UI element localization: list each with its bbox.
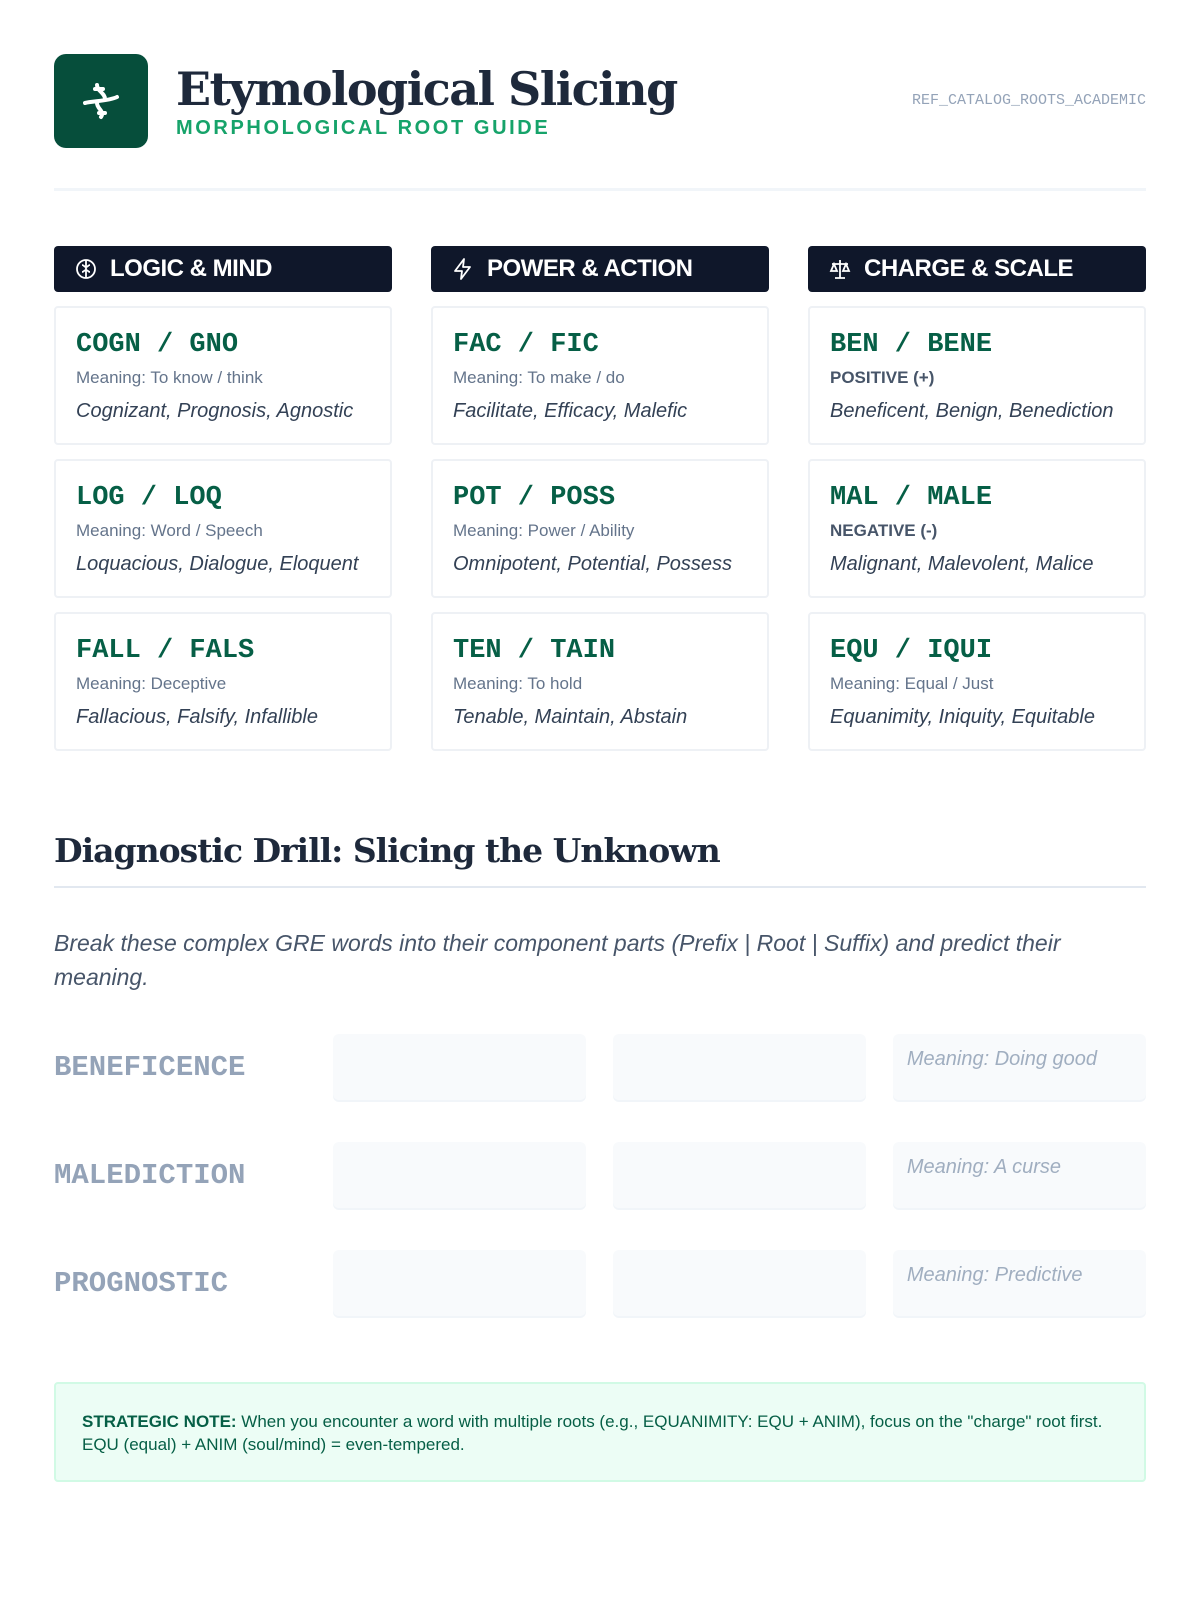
examples: Loquacious, Dialogue, Eloquent	[76, 553, 359, 575]
prefix-input[interactable]	[332, 1250, 586, 1316]
page-title: Etymological Slicing	[176, 61, 678, 116]
examples: Cognizant, Prognosis, Agnostic	[76, 400, 354, 422]
root-card: FALL / FALS Meaning: Deceptive Fallacious,…	[54, 612, 392, 751]
lightning-icon	[454, 258, 471, 280]
note-text: When you encounter a word with multiple …	[82, 1412, 1103, 1454]
root-card: COGN / GNO Meaning: To know / think Cogniz…	[54, 306, 392, 445]
column-power-action: POWER & ACTION FAC / FIC Meaning: To make…	[431, 246, 769, 751]
logo	[54, 54, 148, 148]
meaning-input[interactable]: Meaning: A curse	[892, 1142, 1146, 1208]
prefix-input[interactable]	[332, 1142, 586, 1208]
meaning: Meaning: To know / think	[76, 368, 263, 387]
root: FALL / FALS	[76, 636, 255, 666]
divider	[54, 886, 1146, 888]
root-input[interactable]	[612, 1250, 866, 1316]
root-card: FAC / FIC Meaning: To make / do Facilitate…	[431, 306, 769, 445]
strategic-note: STRATEGIC NOTE: When you encounter a wor…	[54, 1382, 1146, 1482]
column-title: LOGIC & MIND	[110, 255, 273, 282]
note-label: STRATEGIC NOTE:	[82, 1412, 237, 1431]
column-charge-scale: CHARGE & SCALE BEN / BENE POSITIVE (+) Ben…	[808, 246, 1146, 751]
page-subtitle: MORPHOLOGICAL ROOT GUIDE	[176, 116, 551, 139]
root: TEN / TAIN	[453, 636, 616, 666]
root-card: LOG / LOQ Meaning: Word / Speech Loquaciou…	[54, 459, 392, 598]
meaning: Meaning: To make / do	[453, 368, 625, 387]
page-header: Etymological Slicing MORPHOLOGICAL ROOT …	[54, 54, 1146, 148]
root-card: POT / POSS Meaning: Power / Ability Omnipo…	[431, 459, 769, 598]
divider	[54, 188, 1146, 191]
meaning: Meaning: Equal / Just	[830, 674, 994, 693]
drill-title: Diagnostic Drill: Slicing the Unknown	[54, 831, 721, 870]
examples: Equanimity, Iniquity, Equitable	[830, 706, 1095, 728]
root: EQU / IQUI	[830, 636, 993, 666]
meaning: Meaning: Power / Ability	[453, 521, 635, 540]
root-input[interactable]	[612, 1142, 866, 1208]
column-title: CHARGE & SCALE	[864, 255, 1074, 282]
drill-word: MALEDICTION	[54, 1158, 246, 1192]
root-card: TEN / TAIN Meaning: To hold Tenable, Maint…	[431, 612, 769, 751]
root: LOG / LOQ	[76, 483, 222, 513]
examples: Fallacious, Falsify, Infallible	[76, 706, 318, 728]
root: MAL / MALE	[830, 483, 993, 513]
root: BEN / BENE	[830, 330, 993, 360]
column-header: POWER & ACTION	[431, 246, 769, 292]
drill-intro: Break these complex GRE words into their…	[54, 930, 1061, 990]
root: COGN / GNO	[76, 330, 239, 360]
scale-icon	[829, 260, 851, 279]
reference-code: REF_CATALOG_ROOTS_ACADEMIC	[911, 92, 1146, 109]
drill-row: PROGNOSTIC Meaning: Predictive	[54, 1250, 1146, 1316]
drill-word: PROGNOSTIC	[54, 1266, 229, 1300]
examples: Omnipotent, Potential, Possess	[453, 553, 733, 575]
brain-icon	[76, 259, 96, 279]
drill-row: MALEDICTION Meaning: A curse	[54, 1142, 1146, 1208]
root: FAC / FIC	[453, 330, 599, 360]
examples: Beneficent, Benign, Benediction	[830, 400, 1114, 422]
root: POT / POSS	[453, 483, 616, 513]
column-header: LOGIC & MIND	[54, 246, 392, 292]
root-card: EQU / IQUI Meaning: Equal / Just Equanimit…	[808, 612, 1146, 751]
examples: Tenable, Maintain, Abstain	[453, 706, 688, 728]
drill-word: BENEFICENCE	[54, 1050, 246, 1084]
prefix-input[interactable]	[332, 1034, 586, 1100]
column-logic-mind: LOGIC & MIND COGN / GNO Meaning: To know …	[54, 246, 392, 751]
charge-label: POSITIVE (+)	[830, 368, 935, 387]
root-input[interactable]	[612, 1034, 866, 1100]
root-card: BEN / BENE POSITIVE (+) Beneficent, Benign…	[808, 306, 1146, 445]
meaning-input[interactable]: Meaning: Predictive	[892, 1250, 1146, 1316]
charge-label: NEGATIVE (-)	[830, 521, 938, 540]
meaning: Meaning: Word / Speech	[76, 521, 263, 540]
meaning: Meaning: Deceptive	[76, 674, 227, 693]
column-title: POWER & ACTION	[487, 255, 693, 282]
root-card: MAL / MALE NEGATIVE (-) Malignant, Malevol…	[808, 459, 1146, 598]
column-header: CHARGE & SCALE	[808, 246, 1146, 292]
meaning: Meaning: To hold	[453, 674, 583, 693]
meaning-input[interactable]: Meaning: Doing good	[892, 1034, 1146, 1100]
examples: Malignant, Malevolent, Malice	[830, 553, 1094, 575]
examples: Facilitate, Efficacy, Malefic	[453, 400, 688, 422]
dna-icon	[83, 83, 119, 119]
drill-row: BENEFICENCE Meaning: Doing good	[54, 1034, 1146, 1100]
